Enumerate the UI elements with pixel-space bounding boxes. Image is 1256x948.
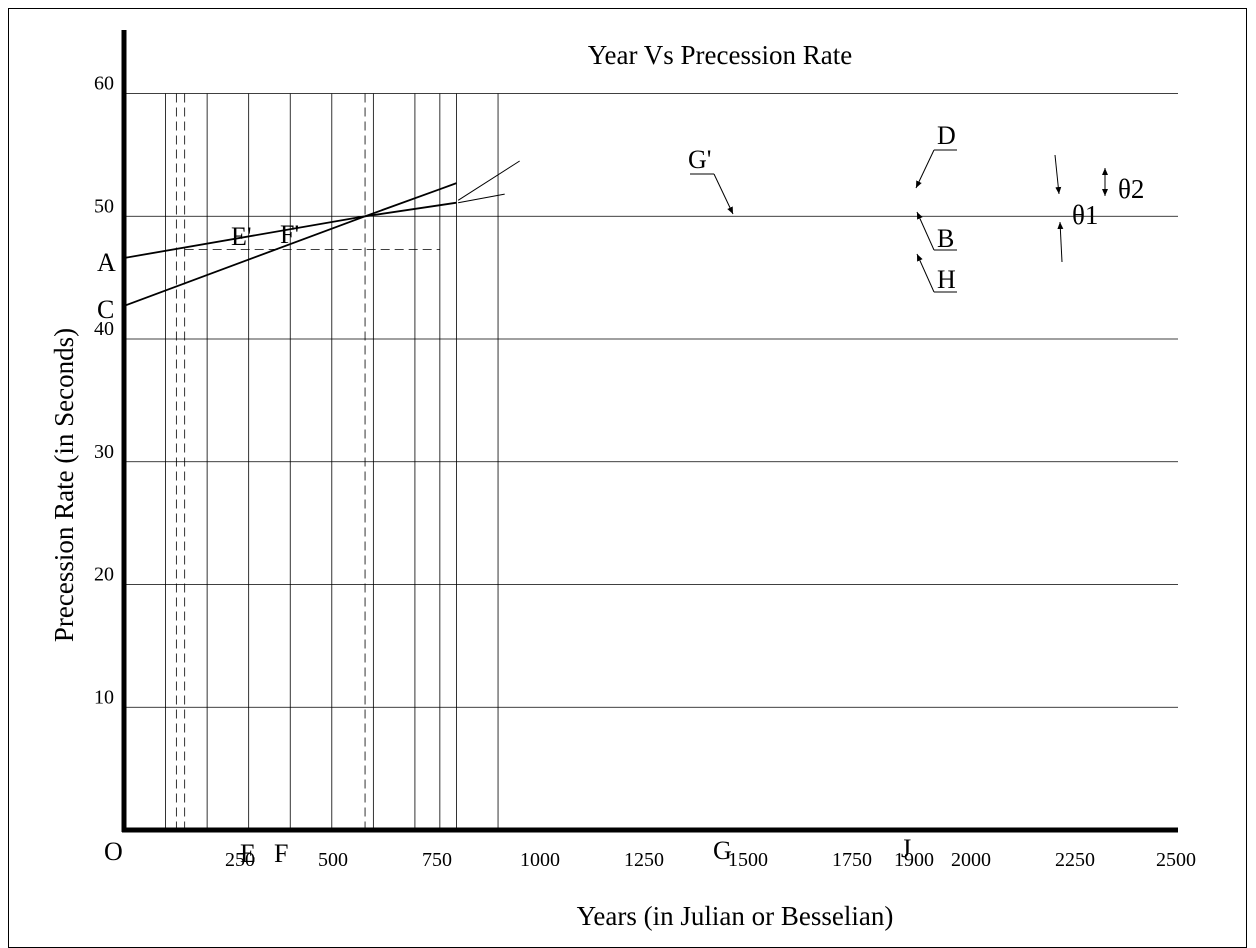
angle-label-theta1: θ1	[1072, 200, 1098, 230]
point-label-g: G	[713, 836, 732, 865]
x-tick-label-250: 250	[225, 849, 255, 871]
angle-label-theta2: θ2	[1118, 174, 1144, 204]
origin-label: O	[104, 837, 123, 866]
x-tick-label-2000: 2000	[951, 849, 991, 871]
theta1-arrow-top	[1054, 154, 1062, 195]
point-label-e: E	[240, 839, 256, 868]
tick-labels: 250 500 750 1000 1250 1500 1750 1900 2000 2250 250…	[94, 73, 1196, 872]
x-tick-label-1500: 1500	[728, 849, 768, 871]
x-tick-label-500: 500	[318, 849, 348, 871]
point-label-e-prime: E'	[231, 222, 252, 251]
y-tick-label-20: 20	[94, 564, 114, 586]
point-label-f-prime: F'	[280, 220, 299, 249]
leader-line-g-prime-2	[713, 173, 734, 215]
x-tick-label-1900: 1900	[894, 849, 934, 871]
angle-line-2	[458, 193, 505, 204]
axes	[121, 30, 1178, 833]
grid	[124, 93, 1178, 830]
point-label-f: F	[274, 839, 288, 868]
reference-lines	[175, 93, 440, 830]
point-label-c: C	[97, 295, 114, 324]
angle-line-1	[457, 160, 520, 201]
y-tick-label-50: 50	[94, 195, 114, 217]
x-tick-label-1000: 1000	[520, 849, 560, 871]
point-label-j: J	[901, 834, 911, 863]
point-label-d: D	[937, 121, 956, 150]
y-tick-label-10: 10	[94, 686, 114, 708]
y-tick-label-60: 60	[94, 73, 114, 95]
chart-title: Year Vs Precession Rate	[588, 40, 852, 70]
theta1-arrow-bottom	[1057, 221, 1064, 263]
x-tick-label-2250: 2250	[1055, 849, 1095, 871]
leader-line-b-2	[916, 211, 935, 251]
x-axis-label: Years (in Julian or Besselian)	[577, 901, 894, 931]
point-label-h: H	[937, 265, 956, 294]
point-label-a: A	[97, 248, 116, 277]
y-tick-label-40: 40	[94, 318, 114, 340]
series-line-2	[123, 182, 457, 307]
leader-line-d-2	[915, 149, 935, 189]
y-tick-label-30: 30	[94, 441, 114, 463]
angle-lines: θ1 θ2	[457, 154, 1144, 263]
series-lines	[123, 182, 457, 307]
leader-line-h-2	[916, 253, 935, 293]
point-label-b: B	[937, 224, 954, 253]
x-tick-label-1750: 1750	[832, 849, 872, 871]
x-tick-label-750: 750	[422, 849, 452, 871]
x-tick-label-1250: 1250	[624, 849, 664, 871]
x-tick-label-2500: 2500	[1156, 849, 1196, 871]
point-labels: AC E' F' G' D BH E F G J	[97, 121, 957, 868]
series-line-1	[123, 201, 457, 259]
y-axis-label: Precession Rate (in Seconds)	[49, 328, 79, 642]
point-label-g-prime: G'	[688, 145, 711, 174]
